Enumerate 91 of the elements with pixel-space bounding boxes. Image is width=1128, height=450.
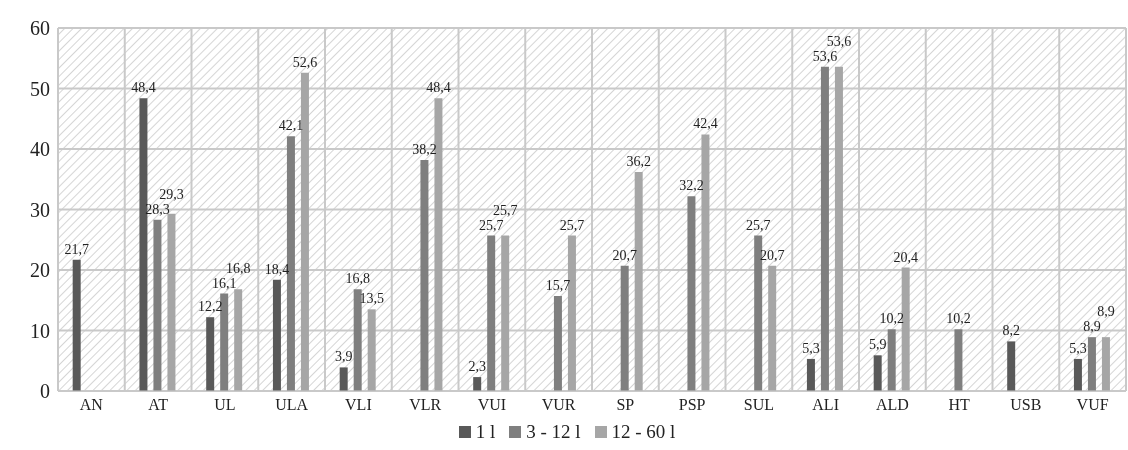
data-label: 16,1 xyxy=(211,275,237,291)
data-label: 16,8 xyxy=(225,260,251,276)
x-tick-label: VLR xyxy=(409,396,442,414)
data-label: 53,6 xyxy=(826,33,852,49)
data-label: 5,3 xyxy=(1069,340,1087,356)
bar xyxy=(220,293,229,391)
x-tick-label: AN xyxy=(79,396,104,414)
data-label: 42,1 xyxy=(278,118,304,134)
y-tick-label: 20 xyxy=(30,259,50,282)
bar xyxy=(701,134,710,391)
data-label: 13,5 xyxy=(359,291,384,307)
data-label: 25,7 xyxy=(745,217,771,233)
bar xyxy=(487,235,496,391)
data-label: 20,7 xyxy=(612,247,637,263)
bar xyxy=(1073,358,1082,391)
y-tick-label: 30 xyxy=(30,198,50,221)
data-label: 48,4 xyxy=(426,80,451,96)
data-label: 25,7 xyxy=(478,217,504,233)
x-tick-label: VLI xyxy=(345,396,372,414)
bar xyxy=(553,296,562,391)
bar xyxy=(687,196,696,391)
data-label: 20,4 xyxy=(893,249,918,265)
data-label: 48,4 xyxy=(131,80,156,96)
x-tick-label: ALI xyxy=(812,396,839,414)
data-label: 5,9 xyxy=(868,337,887,353)
legend-label: 12 - 60 l xyxy=(611,421,676,443)
bar xyxy=(272,279,281,391)
bar xyxy=(501,235,510,391)
bar xyxy=(473,377,482,391)
legend-label: 3 - 12 l xyxy=(526,421,581,443)
data-label: 21,7 xyxy=(64,241,89,257)
bar xyxy=(768,265,777,391)
bar xyxy=(167,213,176,391)
bar xyxy=(954,329,963,391)
bar xyxy=(234,289,243,391)
x-tick-label: PSP xyxy=(678,396,706,414)
data-label: 42,4 xyxy=(693,116,718,132)
x-tick-label: VUI xyxy=(477,396,507,414)
bar xyxy=(206,317,215,391)
bar xyxy=(420,159,429,391)
bar xyxy=(72,259,81,391)
data-label: 16,8 xyxy=(345,271,370,287)
data-label: 3,9 xyxy=(334,349,353,365)
bar xyxy=(820,66,829,391)
bar xyxy=(353,289,362,391)
legend-label: 1 l xyxy=(475,421,496,443)
x-tick-label: ULA xyxy=(275,396,309,414)
y-tick-label: 10 xyxy=(30,319,50,342)
y-tick-label: 0 xyxy=(40,380,50,403)
bar xyxy=(873,355,882,391)
y-tick-label: 40 xyxy=(30,138,50,161)
x-tick-label: VUR xyxy=(541,396,576,414)
data-label: 8,9 xyxy=(1083,319,1101,335)
x-tick-label: ALD xyxy=(875,396,909,414)
x-tick-label: AT xyxy=(148,396,169,414)
data-label: 10,2 xyxy=(879,311,904,327)
bar xyxy=(139,98,148,391)
x-tick-label: SUL xyxy=(743,396,774,414)
bar xyxy=(806,358,815,391)
bar xyxy=(834,66,843,391)
bar xyxy=(1007,341,1016,391)
data-label: 32,2 xyxy=(679,178,704,194)
data-label: 8,9 xyxy=(1097,304,1115,320)
x-tick-label: SP xyxy=(616,396,635,414)
x-tick-label: VUF xyxy=(1076,396,1109,414)
bar xyxy=(620,265,629,391)
bar xyxy=(1087,337,1096,391)
data-label: 10,2 xyxy=(946,311,971,327)
data-label: 38,2 xyxy=(412,141,437,157)
bar xyxy=(367,309,376,391)
data-label: 15,7 xyxy=(545,278,571,294)
data-label: 25,7 xyxy=(492,202,518,218)
bar xyxy=(153,219,162,391)
y-tick-label: 50 xyxy=(30,77,50,100)
bar xyxy=(339,367,348,391)
y-tick-label: 60 xyxy=(30,17,50,40)
data-label: 29,3 xyxy=(159,186,184,202)
data-label: 5,3 xyxy=(802,340,820,356)
data-label: 53,6 xyxy=(812,48,838,64)
data-label: 2,3 xyxy=(468,359,486,375)
data-label: 18,4 xyxy=(264,261,290,277)
bar xyxy=(887,329,896,391)
x-tick-label: UL xyxy=(214,396,236,414)
bar xyxy=(434,98,443,391)
bar xyxy=(1101,337,1110,391)
data-label: 25,7 xyxy=(559,217,585,233)
data-label: 8,2 xyxy=(1002,323,1020,339)
x-tick-label: USB xyxy=(1010,396,1042,414)
data-label: 52,6 xyxy=(292,54,318,70)
data-label: 36,2 xyxy=(626,153,651,169)
x-tick-label: HT xyxy=(948,396,971,414)
